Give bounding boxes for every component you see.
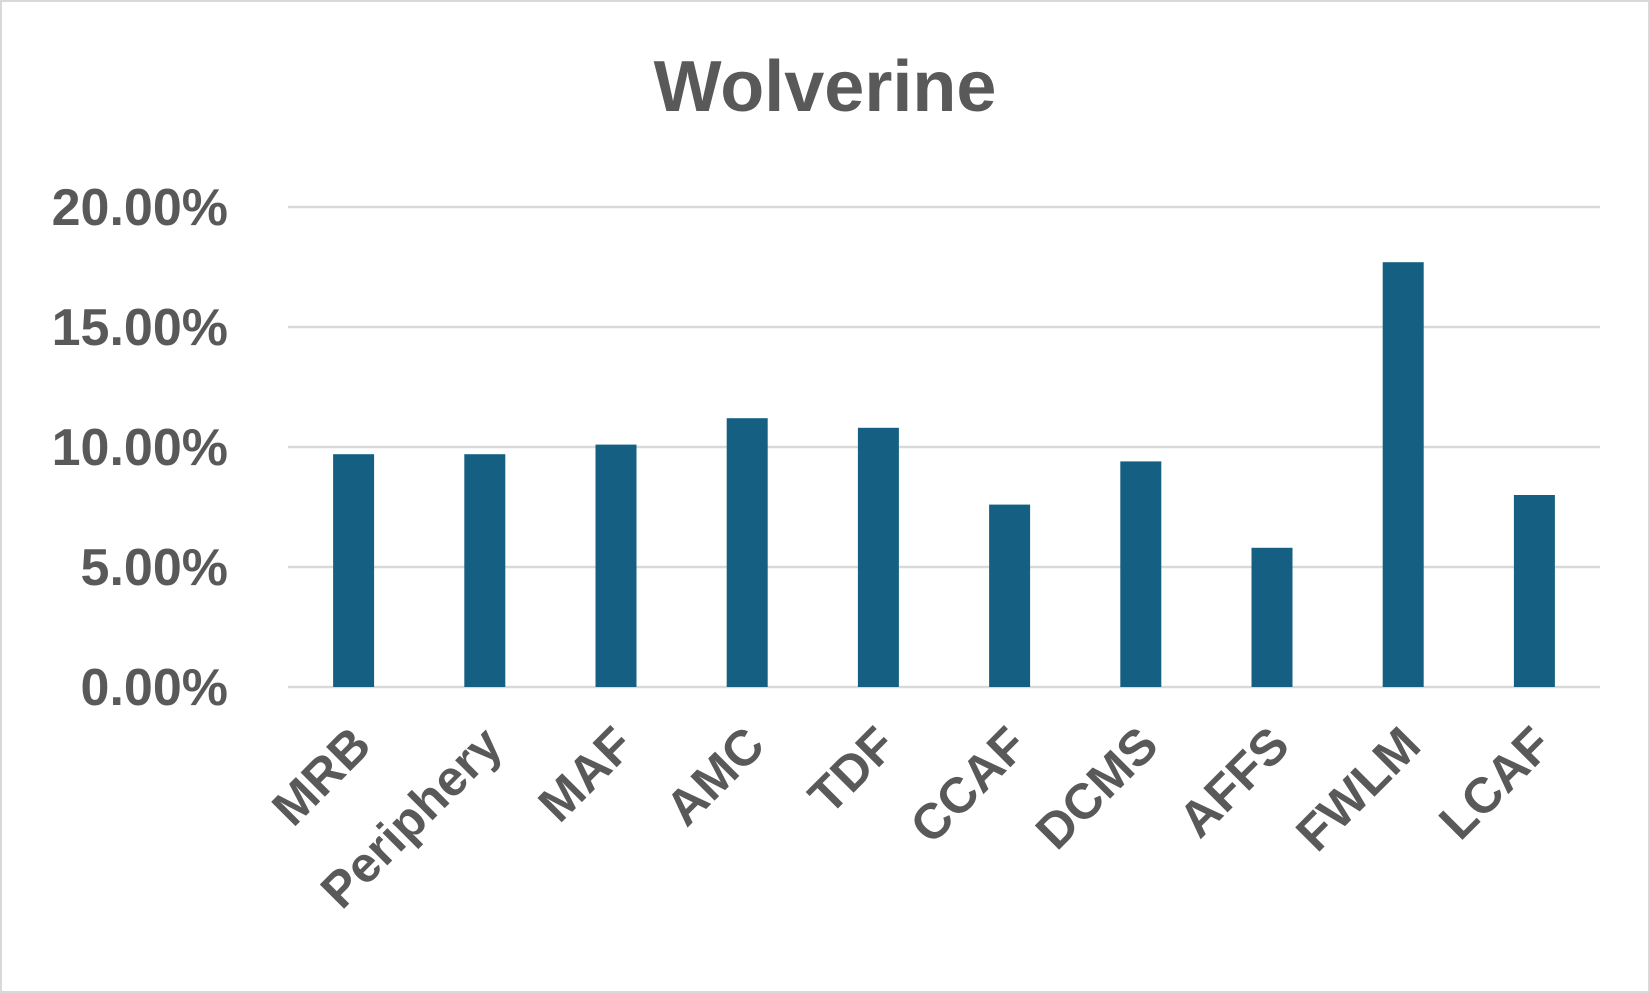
y-tick-label: 0.00% <box>81 659 228 717</box>
x-tick-label-dcms: DCMS <box>1025 716 1169 860</box>
x-tick-label-lcaf: LCAF <box>1428 716 1562 850</box>
bar-lcaf <box>1513 495 1555 687</box>
y-tick-label: 10.00% <box>52 419 228 477</box>
x-tick-label-mrb: MRB <box>261 716 381 836</box>
x-tick-label-fwlm: FWLM <box>1285 716 1431 862</box>
x-tick-label-tdf: TDF <box>798 716 906 824</box>
bar-maf <box>595 444 637 687</box>
gridlines <box>288 205 1600 689</box>
x-tick-label-affs: AFFS <box>1168 716 1300 848</box>
x-tick-label-ccaf: CCAF <box>900 716 1038 854</box>
y-tick-label: 15.00% <box>52 299 228 357</box>
bar-dcms <box>1120 461 1162 687</box>
y-tick-label: 20.00% <box>52 179 228 237</box>
bar-ccaf <box>989 504 1031 687</box>
x-tick-label-maf: MAF <box>528 716 644 832</box>
chart-title: Wolverine <box>654 47 997 127</box>
bar-affs <box>1251 547 1293 687</box>
x-tick-label-amc: AMC <box>655 716 775 836</box>
y-tick-label: 5.00% <box>81 539 228 597</box>
bar-amc <box>726 418 768 687</box>
bar-mrb <box>333 454 375 687</box>
bar-periphery <box>464 454 506 687</box>
bars <box>333 262 1555 687</box>
y-axis-tick-labels: 0.00% 5.00% 10.00% 15.00% 20.00% <box>52 179 228 717</box>
bar-fwlm <box>1382 262 1424 687</box>
bar-tdf <box>857 427 899 687</box>
